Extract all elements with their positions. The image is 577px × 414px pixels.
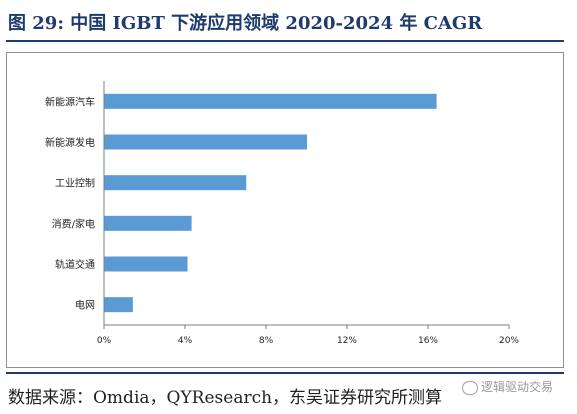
watermark-text: 逻辑驱动交易 (481, 380, 554, 394)
category-label: 工业控制 (55, 177, 95, 190)
bar-5 (104, 297, 133, 313)
x-ticks-group: 0% 4% 8% 12% 16% 20% (97, 325, 519, 346)
wechat-icon (462, 380, 478, 395)
category-label: 轨道交通 (55, 258, 95, 271)
title-rule (6, 40, 564, 42)
x-tick-label: 4% (178, 336, 193, 346)
watermark: 逻辑驱动交易 (462, 378, 553, 395)
category-label: 新能源汽车 (45, 95, 95, 108)
bar-0 (104, 93, 437, 109)
bars-group (104, 93, 437, 313)
category-label: 电网 (75, 299, 95, 312)
bar-2 (104, 175, 247, 191)
bar-4 (104, 256, 188, 272)
x-tick-label: 20% (499, 336, 519, 346)
x-tick-label: 0% (97, 336, 112, 346)
category-label: 消费/家电 (52, 217, 95, 230)
bar-3 (104, 215, 192, 231)
chart-frame: 新能源汽车新能源发电工业控制消费/家电轨道交通电网 0% 4% 8% 12% 16% 20… (6, 52, 564, 368)
bottom-rule (6, 372, 564, 374)
category-label: 新能源发电 (45, 136, 95, 149)
x-tick-label: 12% (337, 336, 357, 346)
figure-title: 图 29: 中国 IGBT 下游应用领域 2020-2024 年 CAGR (8, 13, 483, 34)
source-note: 数据来源：Omdia，QYResearch，东吴证券研究所测算 (8, 388, 443, 408)
x-tick-label: 16% (418, 336, 438, 346)
bar-1 (104, 134, 307, 150)
x-tick-label: 8% (259, 336, 274, 346)
